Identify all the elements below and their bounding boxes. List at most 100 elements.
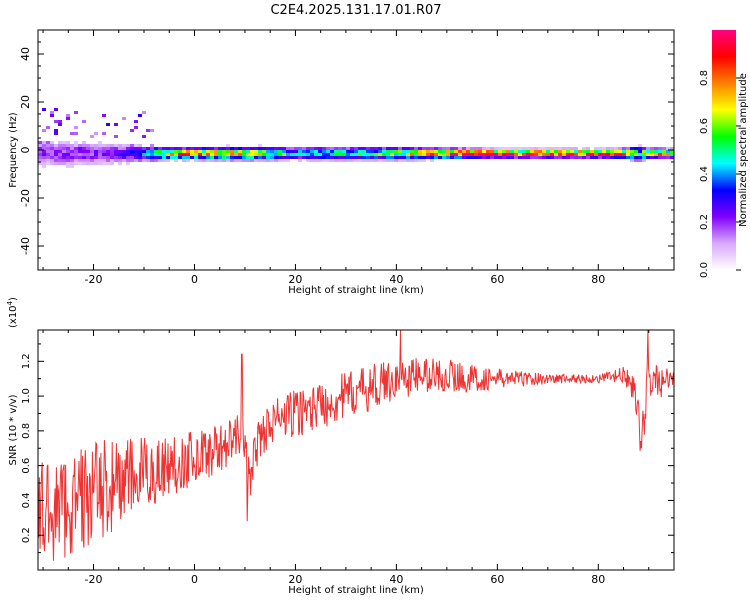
spectrogram-cell [134, 156, 138, 159]
spectrogram-cell [290, 156, 294, 159]
spectrogram-cell [242, 150, 246, 153]
spectrogram-cell [106, 144, 110, 147]
spectrogram-cell [350, 159, 354, 162]
spectrogram-cell [450, 156, 454, 159]
spectrogram-cell [586, 147, 590, 150]
spectrogram-cell [562, 147, 566, 150]
spectrogram-cell [318, 147, 322, 150]
spectrogram-cell [670, 156, 674, 159]
spectrogram-cell [638, 144, 642, 147]
spectrogram-cell [150, 129, 154, 132]
spectrogram-cell [198, 159, 202, 162]
spectrogram-cell [378, 159, 382, 162]
spectrogram-cell [182, 153, 186, 156]
spectrogram-cell [398, 156, 402, 159]
spectrogram-cell [234, 150, 238, 153]
spectrogram-cell [410, 150, 414, 153]
spectrogram-cell [546, 153, 550, 156]
spectrogram-cell [402, 159, 406, 162]
spectrogram-cell [150, 156, 154, 159]
spectrogram-cell [594, 147, 598, 150]
spectrogram-cell [622, 150, 626, 153]
spectrogram-y-tick-label: -40 [19, 237, 32, 255]
spectrogram-cell [334, 150, 338, 153]
spectrogram-cell [186, 156, 190, 159]
spectrogram-cell [166, 153, 170, 156]
spectrogram-cell [630, 159, 634, 162]
spectrogram-cell [42, 141, 46, 144]
spectrogram-cell [378, 156, 382, 159]
spectrogram-cell [390, 159, 394, 162]
spectrogram-cell [622, 156, 626, 159]
spectrogram-cell [50, 114, 54, 117]
spectrogram-cell [574, 150, 578, 153]
spectrogram-cell [46, 141, 50, 144]
spectrogram-cell [434, 153, 438, 156]
spectrogram-cell [210, 150, 214, 153]
spectrogram-cell [418, 150, 422, 153]
spectrogram-cell [406, 159, 410, 162]
snr-y-tick-label: 0.6 [21, 458, 32, 474]
snr-y-tick-label: 0.8 [21, 423, 32, 439]
spectrogram-cell [150, 150, 154, 153]
spectrogram-cell [566, 150, 570, 153]
spectrogram-x-ticks: -20 0 20 40 60 80 [42, 30, 675, 286]
spectrogram-cell [630, 147, 634, 150]
spectrogram-cell [538, 150, 542, 153]
spectrogram-cell [426, 150, 430, 153]
spectrogram-cell [602, 147, 606, 150]
spectrogram-cell [550, 153, 554, 156]
spectrogram-cell [66, 156, 70, 159]
spectrogram-cell [654, 147, 658, 150]
spectrogram-cell [66, 114, 70, 117]
spectrogram-cell [326, 147, 330, 150]
spectrogram-cell [206, 159, 210, 162]
spectrogram-cell [366, 159, 370, 162]
spectrogram-cell [174, 147, 178, 150]
spectrogram-cell [450, 147, 454, 150]
spectrogram-cell [38, 141, 42, 144]
spectrogram-cell [110, 162, 114, 165]
spectrogram-y-tick-label: 0 [19, 147, 32, 154]
spectrogram-cell [142, 150, 146, 153]
spectrogram-cell [362, 159, 366, 162]
snr-panel: -20 0 20 40 60 80 0.2 0.4 0.6 0.8 1.0 1.2 Height o… [6, 297, 675, 596]
spectrogram-cell [106, 153, 110, 156]
colorbar-ticks: 0.0 0.2 0.4 0.6 0.8 [699, 70, 741, 278]
spectrogram-cell [146, 159, 150, 162]
spectrogram-cell [394, 156, 398, 159]
spectrogram-cell [342, 156, 346, 159]
spectrogram-cell [298, 150, 302, 153]
spectrogram-cell [78, 156, 82, 159]
spectrogram-cell [546, 156, 550, 159]
colorbar-tick-label: 0.6 [699, 118, 710, 134]
spectrogram-cell [302, 147, 306, 150]
spectrogram-cell [50, 144, 54, 147]
spectrogram-cell [154, 147, 158, 150]
spectrogram-cell [74, 162, 78, 165]
spectrogram-cell [50, 147, 54, 150]
spectrogram-cell [390, 147, 394, 150]
spectrogram-cell [82, 147, 86, 150]
spectrogram-cell [118, 153, 122, 156]
spectrogram-cell [434, 156, 438, 159]
spectrogram-cell [70, 162, 74, 165]
spectrogram-cell [338, 159, 342, 162]
spectrogram-cell [74, 159, 78, 162]
spectrogram-cell [246, 153, 250, 156]
spectrogram-cell [102, 114, 106, 117]
spectrogram-cell [46, 162, 50, 165]
spectrogram-cell [410, 159, 414, 162]
spectrogram-cell [534, 156, 538, 159]
spectrogram-cell [390, 156, 394, 159]
spectrogram-cell [586, 153, 590, 156]
spectrogram-cell [130, 150, 134, 153]
spectrogram-cell [454, 150, 458, 153]
spectrogram-cell [38, 159, 42, 162]
spectrogram-cell [202, 150, 206, 153]
spectrogram-cell [570, 156, 574, 159]
spectrogram-cell [586, 156, 590, 159]
spectrogram-cell [186, 150, 190, 153]
spectrogram-cell [534, 150, 538, 153]
spectrogram-cell [110, 156, 114, 159]
